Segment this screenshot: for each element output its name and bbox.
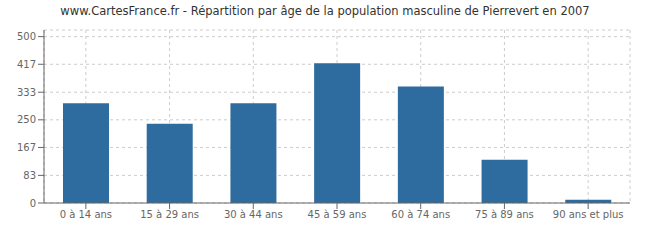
- html-text:www.CartesFrance.fr - Répartit: www.CartesFrance.fr - Répartition par âg…: [60, 4, 590, 18]
- svg-text:250: 250: [17, 114, 36, 125]
- svg-text:60 à 74 ans: 60 à 74 ans: [391, 209, 450, 220]
- svg-text:167: 167: [17, 142, 36, 153]
- svg-text:333: 333: [17, 87, 36, 98]
- svg-text:30 à 44 ans: 30 à 44 ans: [224, 209, 283, 220]
- svg-text:90 ans et plus: 90 ans et plus: [553, 209, 624, 220]
- svg-text:83: 83: [23, 170, 36, 181]
- svg-text:417: 417: [17, 59, 36, 70]
- svg-text:0 à 14 ans: 0 à 14 ans: [60, 209, 112, 220]
- svg-text:75 à 89 ans: 75 à 89 ans: [475, 209, 534, 220]
- svg-text:45 à 59 ans: 45 à 59 ans: [308, 209, 367, 220]
- svg-text:15 à 29 ans: 15 à 29 ans: [140, 209, 199, 220]
- svg-text:500: 500: [17, 31, 36, 42]
- svg-text:0: 0: [30, 198, 36, 209]
